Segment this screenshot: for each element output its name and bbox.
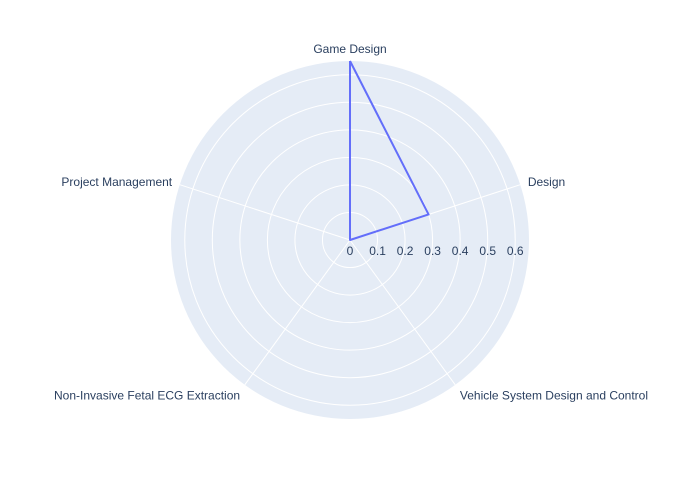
grid-spoke-4: [179, 184, 351, 241]
radial-tick-label-4: 0.4: [452, 244, 469, 258]
series-line-0: [349, 60, 430, 241]
axis-label-4: Project Management: [61, 175, 172, 189]
radial-tick-label-5: 0.5: [479, 244, 496, 258]
angular-axis-labels: Game Design Design Vehicle System Design a…: [54, 42, 648, 402]
radial-tick-label-2: 0.2: [397, 244, 414, 258]
radial-tick-label-3: 0.3: [424, 244, 441, 258]
axis-label-0: Game Design: [313, 42, 386, 56]
radial-tick-label-0: 0: [347, 244, 354, 258]
radial-tick-label-1: 0.1: [369, 244, 386, 258]
grid-spoke-3: [244, 239, 351, 386]
axis-label-3: Non-Invasive Fetal ECG Extraction: [54, 388, 240, 402]
series-lines: [349, 60, 430, 241]
radial-tick-label-6: 0.6: [507, 244, 524, 258]
grid-spoke-2: [349, 239, 456, 386]
axis-label-2: Vehicle System Design and Control: [460, 388, 648, 402]
radial-tick-labels: 0 0.1 0.2 0.3 0.4 0.5 0.6: [347, 244, 524, 258]
axis-label-1: Design: [528, 175, 565, 189]
